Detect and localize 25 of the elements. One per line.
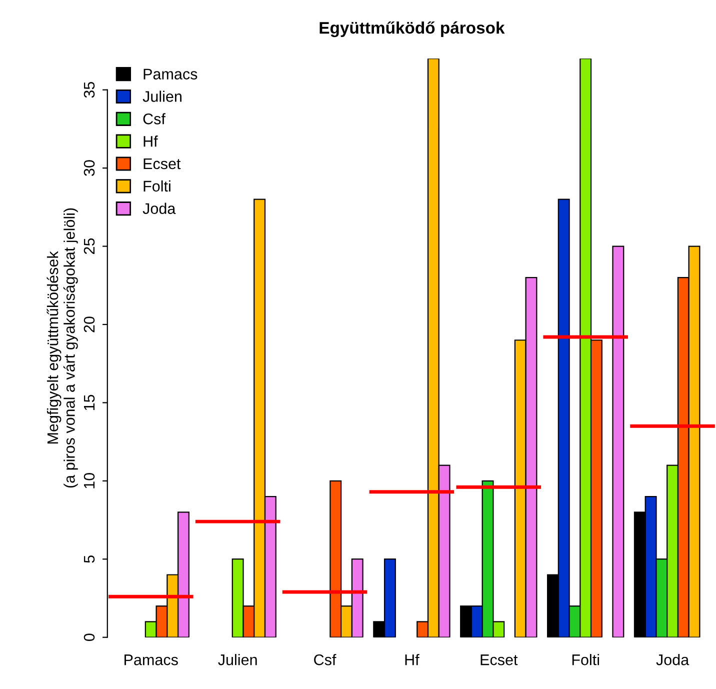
y-tick-label: 25 bbox=[84, 238, 95, 254]
y-tick-label: 30 bbox=[84, 160, 95, 176]
x-tick-label: Hf bbox=[405, 654, 420, 666]
x-tick-label: Joda bbox=[656, 654, 690, 666]
y-tick-label: 35 bbox=[84, 82, 95, 98]
legend-label: Hf bbox=[144, 136, 158, 147]
y-tick-label: 20 bbox=[84, 316, 95, 332]
y-tick-label: 10 bbox=[84, 473, 95, 488]
x-tick-label: Pamacs bbox=[124, 654, 178, 666]
chart-title: Együttműködő párosok bbox=[320, 21, 505, 38]
x-tick-label: Folti bbox=[572, 654, 599, 666]
legend-label: Csf bbox=[143, 113, 166, 124]
x-tick-label: Ecset bbox=[480, 654, 518, 666]
y-tick-label: 5 bbox=[84, 556, 95, 563]
legend-label: Pamacs bbox=[144, 68, 198, 80]
y-tick-label: 15 bbox=[84, 394, 95, 410]
legend-label: Ecset bbox=[144, 158, 181, 170]
x-tick-label: Csf bbox=[314, 654, 336, 666]
x-tick-label: Julien bbox=[218, 654, 257, 666]
legend-label: Julien bbox=[142, 90, 182, 102]
y-tick-label: 0 bbox=[84, 634, 95, 641]
bar bbox=[612, 246, 624, 638]
y-axis-title: Megfigyelt együttműködések (a piros vonal a várt gyakoriságokat jelöli) bbox=[46, 208, 78, 488]
legend-label: Folti bbox=[144, 180, 170, 192]
legend-label: Joda bbox=[142, 202, 176, 214]
